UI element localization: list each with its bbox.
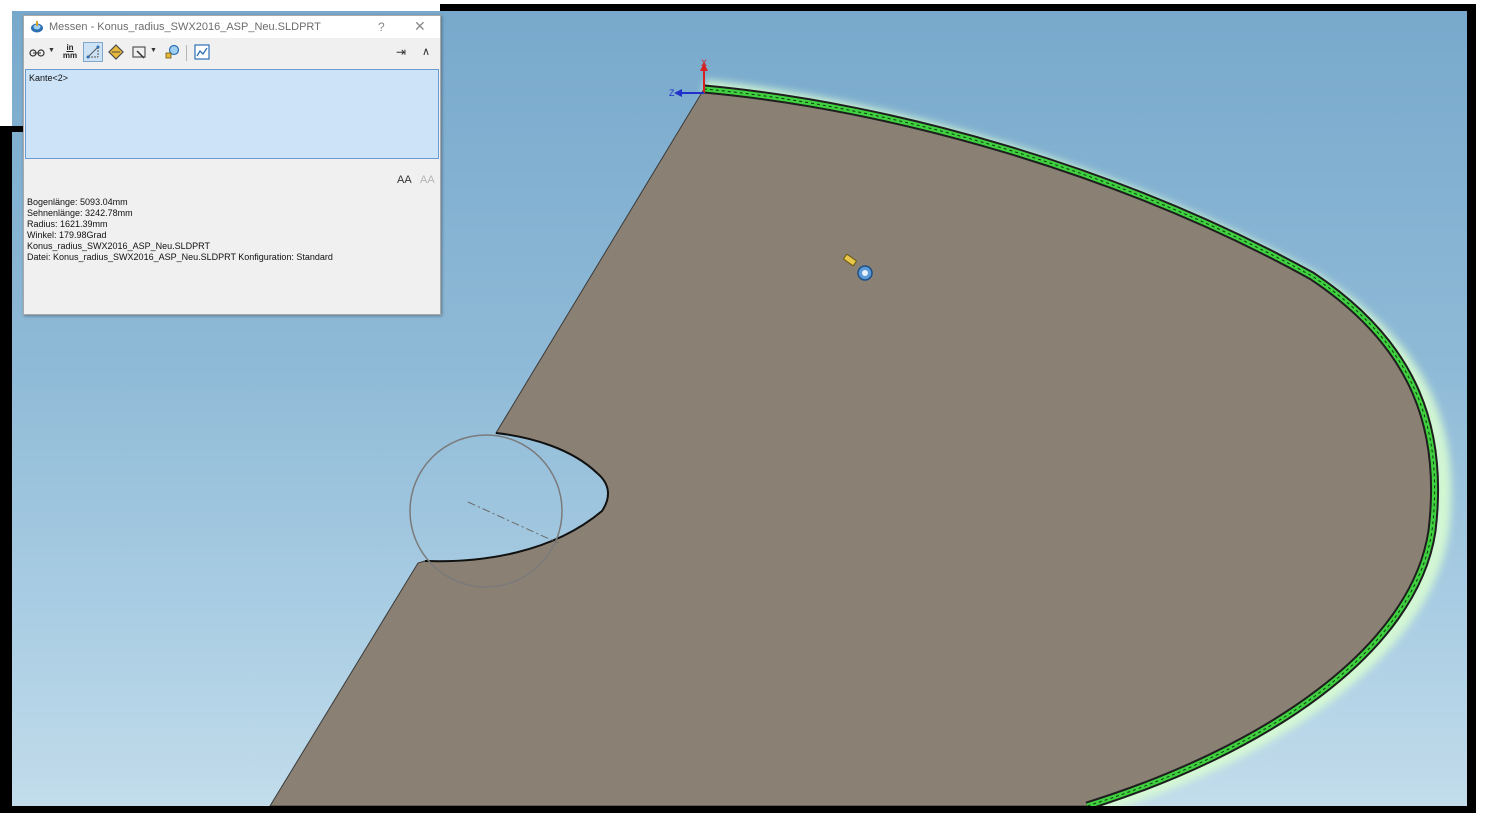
measurement-results: Bogenlänge: 5093.04mm Sehnenlänge: 3242.… (27, 197, 333, 263)
units-precision-button[interactable]: in mm (60, 42, 80, 62)
show-xyz-button[interactable] (83, 42, 103, 62)
point-to-point-button[interactable] (106, 42, 126, 62)
result-part-name: Konus_radius_SWX2016_ASP_Neu.SLDPRT (27, 241, 210, 251)
projection-button[interactable] (129, 42, 149, 62)
sensor-graph-icon (194, 44, 210, 60)
result-arc-length: Bogenlänge: 5093.04mm (27, 197, 128, 207)
frame-top (440, 4, 1476, 11)
frame-left-stub (0, 126, 24, 132)
projection-icon (132, 46, 146, 59)
measure-app-icon (31, 21, 43, 33)
dialog-titlebar[interactable]: Messen - Konus_radius_SWX2016_ASP_Neu.SL… (24, 16, 440, 38)
units-icon: in mm (62, 43, 78, 60)
hole-edge (424, 432, 609, 563)
xyz-measurement-icon (86, 45, 100, 59)
chevron-down-icon[interactable]: ▼ (48, 47, 55, 54)
arc-options-icon (29, 49, 45, 57)
triad-x-label: X (701, 58, 707, 68)
pin-icon[interactable]: ⇥ (396, 45, 407, 59)
close-button[interactable]: ✕ (414, 18, 426, 34)
create-sensor-button[interactable] (192, 42, 212, 62)
selection-item[interactable]: Kante<2> (29, 73, 69, 83)
decrease-font-icon[interactable]: AA (420, 174, 435, 186)
history-icon (165, 44, 180, 59)
result-radius: Radius: 1621.39mm (27, 219, 108, 229)
triad-z-label: Z (669, 88, 675, 98)
frame-bottom (0, 806, 1476, 813)
increase-font-icon[interactable]: AA (397, 174, 412, 186)
frame-left (0, 126, 12, 813)
selection-list[interactable]: Kante<2> (25, 69, 439, 159)
result-chord-length: Sehnenlänge: 3242.78mm (27, 208, 133, 218)
dialog-toolbar: ▼ in mm (24, 39, 440, 66)
arc-circle-options-button[interactable] (27, 42, 47, 62)
toolbar-separator (186, 45, 187, 61)
hole-preview-circle (409, 434, 563, 588)
model-view[interactable]: X Z (12, 11, 1467, 806)
diamond-icon (108, 44, 124, 60)
result-file-config: Datei: Konus_radius_SWX2016_ASP_Neu.SLDP… (27, 252, 333, 262)
selected-edge-inner (703, 88, 1436, 806)
measure-dialog[interactable]: Messen - Konus_radius_SWX2016_ASP_Neu.SL… (23, 15, 441, 315)
frame-right (1467, 4, 1476, 811)
measure-cursor-icon (843, 253, 873, 281)
collapse-icon[interactable]: ∧ (422, 46, 431, 58)
help-button[interactable]: ? (378, 20, 385, 34)
graphics-area[interactable]: X Z (12, 11, 1467, 806)
hole-centerline (467, 501, 559, 544)
coordinate-triad: X Z (669, 58, 708, 98)
dialog-title: Messen - Konus_radius_SWX2016_ASP_Neu.SL… (49, 21, 321, 33)
chevron-down-icon[interactable]: ▼ (150, 47, 157, 54)
result-angle: Winkel: 179.98Grad (27, 230, 107, 240)
measurement-history-button[interactable] (162, 42, 182, 62)
